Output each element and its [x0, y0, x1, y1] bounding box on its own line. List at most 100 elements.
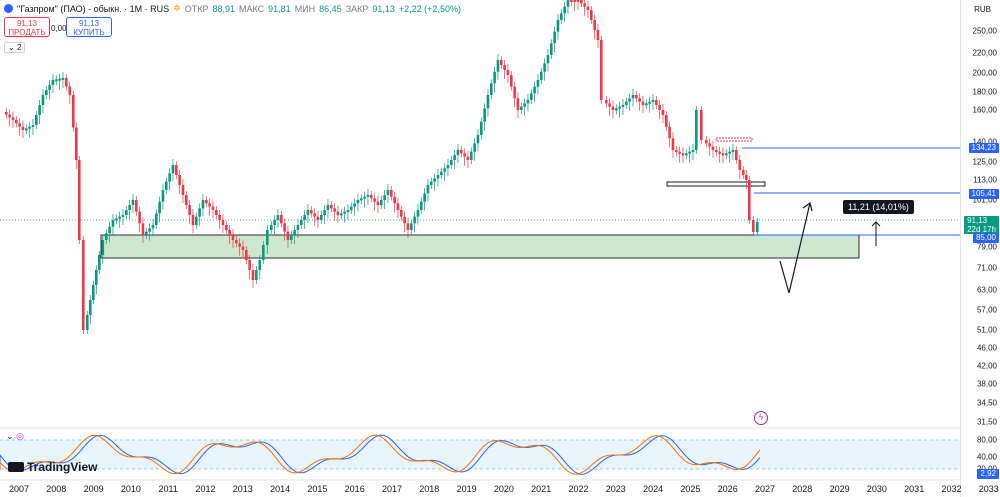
time-tick: 2025 [680, 484, 701, 494]
candle-body [266, 230, 269, 245]
candle-body [691, 150, 695, 152]
price-tick: 220,00 [972, 48, 997, 58]
price-tick: 180,00 [972, 87, 997, 97]
candle-body [211, 206, 215, 210]
candle-body [82, 240, 85, 330]
candle-body [376, 201, 380, 205]
gazprom-logo-icon [4, 4, 13, 13]
candle-body [553, 31, 556, 44]
spread-value: 0,00 [51, 24, 67, 33]
time-tick: 2026 [717, 484, 738, 494]
candle-body [493, 71, 496, 84]
candle-body [473, 143, 476, 152]
candle-body [118, 216, 121, 219]
chevron-down-icon: ⌄ [8, 43, 15, 52]
candle-body [92, 285, 95, 300]
candle-body [131, 200, 135, 205]
indicator-icon[interactable]: ◎ [16, 431, 24, 441]
candle-body [28, 126, 31, 129]
candle-body [573, 0, 576, 2]
buy-button[interactable]: 91,13 КУПИТЬ [66, 17, 112, 37]
candle-body [185, 195, 188, 205]
candle-body [296, 225, 300, 230]
measure-arrow [871, 221, 881, 227]
last-price-tag: 91,13 22d 17h [964, 216, 999, 234]
candle-body [208, 203, 211, 207]
candle-body [98, 255, 101, 270]
time-tick: 2021 [531, 484, 552, 494]
price-axis[interactable]: RUB 250,00 220,00 200,00 180,00 160,00 140,00… [960, 0, 1000, 497]
measure-label: 11,21 (14,01%) [843, 200, 914, 214]
sell-label: ПРОДАТЬ [8, 28, 46, 37]
candle-body [742, 170, 745, 175]
symbol-title[interactable]: "Газпром" (ПАО) - обыкн. · 1М · RUS [17, 3, 170, 14]
candle-body [310, 210, 313, 214]
candle-body [262, 245, 265, 260]
candle-body [463, 153, 466, 157]
candle-body [708, 143, 711, 147]
candle-body [201, 200, 205, 209]
candle-body [135, 200, 138, 212]
candle-body [668, 126, 671, 139]
candle-body [625, 101, 628, 105]
candle-body [563, 6, 566, 14]
candle-body [635, 95, 638, 99]
candle-body [128, 205, 131, 210]
level-tag-134: 134,23 [968, 143, 999, 153]
candle-body [752, 220, 755, 232]
candle-body [8, 114, 11, 118]
candle-body [111, 220, 115, 227]
candle-body [191, 215, 195, 225]
candle-body [628, 98, 631, 102]
candle-body [483, 108, 486, 122]
candle-body [466, 156, 470, 160]
chevron-down-icon[interactable]: ⌄ [6, 431, 14, 441]
candle-body [255, 270, 258, 280]
candle-body [175, 165, 178, 175]
candle-body [570, 0, 573, 2]
level-tag-85: 85,00 [972, 233, 999, 243]
candle-body [215, 210, 218, 215]
candle-body [38, 105, 41, 115]
candle-body [231, 235, 235, 240]
candle-body [433, 178, 436, 182]
osc-d-line [0, 434, 761, 475]
candle-body [661, 110, 665, 115]
tradingview-branding: TradingView [8, 460, 97, 474]
candle-body [218, 215, 221, 220]
candle-body [221, 220, 225, 225]
time-tick: 2011 [158, 484, 178, 494]
price-chart[interactable] [0, 0, 960, 497]
time-tick: 2008 [46, 484, 67, 494]
candle-body [316, 216, 320, 220]
candle-body [596, 30, 600, 40]
sell-button[interactable]: 91,13 ПРОДАТЬ [4, 17, 50, 37]
lightning-icon[interactable]: ϟ [754, 411, 768, 425]
projection-path [779, 202, 811, 294]
candle-body [621, 105, 625, 107]
candle-body [390, 190, 393, 197]
candle-body [641, 101, 645, 105]
candle-body [403, 216, 406, 224]
candle-body [685, 153, 688, 156]
time-tick: 2024 [643, 484, 664, 494]
candle-body [486, 95, 490, 109]
candle-body [745, 175, 748, 180]
indicator-count[interactable]: ⌄ 2 [4, 42, 26, 53]
candle-body [148, 228, 151, 232]
candle-body [366, 195, 370, 197]
ohlc-low-label: МИН [294, 3, 316, 14]
candle-body [151, 225, 155, 229]
oscillator-controls[interactable]: ⌄ ◎ [6, 431, 24, 442]
time-tick: 2032 [941, 484, 962, 494]
candle-body [45, 90, 48, 95]
price-tick: 160,00 [972, 105, 997, 115]
candle-body [440, 171, 443, 175]
candle-body [516, 98, 520, 110]
candle-body [15, 120, 18, 124]
candle-body [363, 196, 366, 199]
candle-body [280, 215, 283, 224]
price-tick: 79,00 [976, 242, 997, 252]
candle-body [86, 315, 89, 330]
candle-body [416, 210, 420, 217]
